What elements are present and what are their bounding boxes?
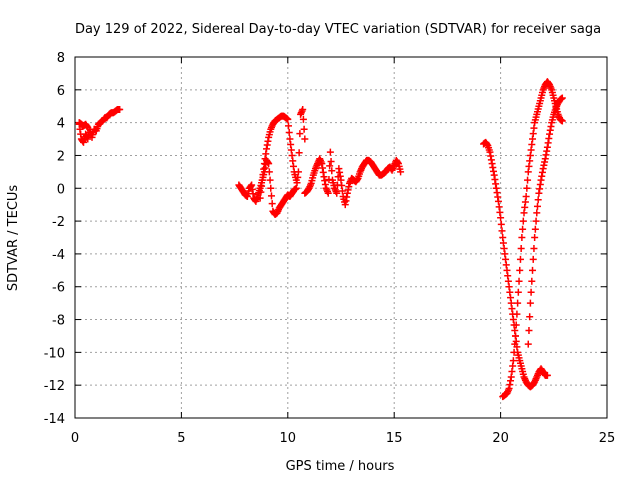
data-point — [512, 321, 520, 329]
x-tick-label: 0 — [71, 431, 79, 446]
data-point — [285, 128, 293, 136]
data-point — [265, 168, 273, 176]
data-point — [295, 149, 303, 157]
data-point — [267, 192, 275, 200]
data-point — [524, 176, 532, 184]
data-point — [397, 168, 405, 176]
y-tick-label: 0 — [57, 182, 65, 197]
y-tick-label: -2 — [52, 215, 65, 230]
x-tick-label: 25 — [599, 431, 616, 446]
data-point — [256, 194, 264, 202]
y-tick-label: -10 — [44, 346, 65, 361]
data-point — [301, 135, 309, 143]
data-point — [84, 124, 92, 132]
data-point — [533, 209, 541, 217]
data-point — [326, 162, 334, 170]
data-point — [511, 340, 519, 348]
data-point — [518, 234, 526, 241]
data-point — [558, 94, 566, 102]
x-tick-label: 20 — [492, 431, 509, 446]
data-point — [519, 225, 527, 233]
data-point — [532, 217, 540, 225]
data-point — [510, 348, 518, 356]
data-points — [75, 78, 566, 401]
data-point — [558, 117, 566, 125]
data-point — [529, 266, 537, 274]
y-tick-label: -14 — [44, 412, 65, 427]
data-point — [531, 225, 539, 233]
data-point — [534, 196, 542, 204]
data-point — [526, 313, 534, 321]
data-point — [516, 255, 524, 263]
data-point — [517, 244, 525, 252]
data-point — [514, 288, 522, 296]
data-point — [511, 332, 519, 340]
data-point — [533, 202, 541, 210]
x-tick-label: 10 — [280, 431, 297, 446]
data-point — [525, 326, 533, 334]
y-tick-label: -8 — [52, 314, 65, 329]
data-point — [497, 214, 505, 222]
data-point — [513, 310, 521, 318]
data-point — [529, 255, 537, 263]
data-point — [328, 167, 336, 175]
data-point — [522, 192, 530, 200]
data-point — [523, 184, 531, 192]
y-tick-label: -4 — [52, 248, 65, 263]
y-tick-label: 4 — [57, 117, 65, 132]
data-point — [526, 299, 534, 307]
data-point — [300, 125, 308, 133]
y-tick-label: 8 — [57, 51, 65, 66]
grid-lines — [75, 57, 607, 418]
data-point — [498, 227, 506, 235]
data-point — [516, 266, 524, 274]
data-point — [292, 176, 300, 184]
plot-frame — [74, 56, 608, 419]
data-point — [296, 130, 304, 138]
data-point — [519, 217, 527, 225]
data-point — [530, 244, 538, 252]
data-point — [333, 189, 341, 197]
data-point — [285, 122, 293, 130]
y-axis-label: SDTVAR / TECUs — [6, 185, 21, 292]
data-point — [527, 288, 535, 296]
data-point — [528, 277, 536, 285]
data-point — [284, 115, 292, 123]
data-point — [509, 357, 517, 365]
data-point — [258, 182, 266, 190]
data-point — [327, 157, 335, 165]
x-axis-label: GPS time / hours — [286, 459, 395, 474]
data-point — [326, 148, 334, 156]
data-point — [543, 371, 551, 379]
data-point — [524, 340, 532, 348]
chart-title: Day 129 of 2022, Sidereal Day-to-day VTE… — [75, 22, 601, 37]
data-point — [515, 277, 523, 285]
data-point — [267, 184, 275, 192]
y-tick-label: 6 — [57, 84, 65, 99]
data-point — [531, 234, 539, 241]
y-tick-label: -12 — [44, 379, 65, 394]
data-point — [497, 220, 505, 228]
data-point — [299, 106, 307, 114]
data-point — [257, 188, 265, 196]
data-point — [299, 115, 307, 123]
data-point — [116, 106, 124, 114]
y-tick-label: 2 — [57, 149, 65, 164]
x-tick-label: 5 — [177, 431, 185, 446]
data-point — [514, 299, 522, 307]
x-tick-label: 15 — [386, 431, 403, 446]
data-point — [266, 176, 274, 184]
data-point — [268, 200, 276, 208]
data-point — [324, 189, 332, 197]
y-tick-label: -6 — [52, 281, 65, 296]
